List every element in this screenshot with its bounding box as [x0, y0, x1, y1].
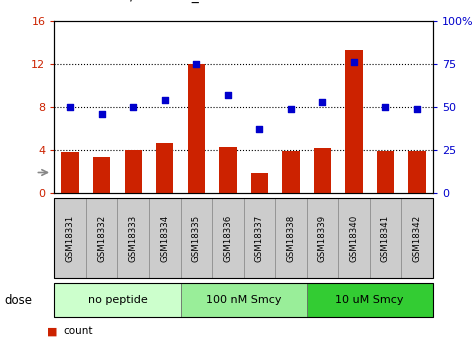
- Bar: [275, 198, 307, 278]
- Bar: [149, 198, 181, 278]
- Bar: [251, 173, 268, 193]
- Bar: [244, 198, 275, 278]
- Text: no peptide: no peptide: [88, 295, 147, 305]
- Point: [413, 106, 421, 111]
- Bar: [93, 157, 110, 193]
- Text: 100 nM Smcy: 100 nM Smcy: [206, 295, 281, 305]
- Bar: [54, 198, 86, 278]
- Text: GSM18336: GSM18336: [223, 215, 232, 262]
- Text: dose: dose: [5, 294, 33, 307]
- Point: [66, 104, 74, 110]
- Bar: [61, 152, 79, 193]
- Text: GSM18335: GSM18335: [192, 215, 201, 262]
- Text: GSM18333: GSM18333: [129, 215, 138, 262]
- Bar: [314, 148, 331, 193]
- Text: GSM18334: GSM18334: [160, 215, 169, 262]
- Bar: [54, 283, 181, 317]
- Point: [350, 59, 358, 65]
- Bar: [307, 198, 338, 278]
- Bar: [370, 198, 401, 278]
- Text: GSM18338: GSM18338: [286, 215, 296, 262]
- Text: count: count: [64, 326, 93, 336]
- Bar: [86, 198, 117, 278]
- Text: GSM18331: GSM18331: [66, 215, 75, 262]
- Bar: [408, 151, 426, 193]
- Text: GSM18339: GSM18339: [318, 215, 327, 262]
- Text: GSM18342: GSM18342: [412, 215, 421, 262]
- Point: [382, 104, 389, 110]
- Bar: [188, 64, 205, 193]
- Bar: [124, 150, 142, 193]
- Bar: [212, 198, 244, 278]
- Text: GSM18341: GSM18341: [381, 215, 390, 262]
- Text: GSM18340: GSM18340: [350, 215, 359, 262]
- Text: GDS658 / 102770_at: GDS658 / 102770_at: [69, 0, 212, 3]
- Bar: [377, 151, 394, 193]
- Bar: [117, 198, 149, 278]
- Text: 10 uM Smcy: 10 uM Smcy: [335, 295, 404, 305]
- Text: GSM18332: GSM18332: [97, 215, 106, 262]
- Point: [287, 106, 295, 111]
- Bar: [338, 198, 370, 278]
- Bar: [181, 283, 307, 317]
- Text: GSM18337: GSM18337: [255, 215, 264, 262]
- Bar: [282, 151, 299, 193]
- Bar: [401, 198, 433, 278]
- Bar: [181, 198, 212, 278]
- Point: [98, 111, 105, 117]
- Bar: [156, 142, 174, 193]
- Point: [319, 99, 326, 105]
- Point: [224, 92, 232, 98]
- Bar: [219, 147, 236, 193]
- Text: ■: ■: [47, 326, 58, 336]
- Point: [161, 97, 168, 103]
- Bar: [307, 283, 433, 317]
- Point: [255, 127, 263, 132]
- Point: [193, 61, 200, 67]
- Point: [130, 104, 137, 110]
- Bar: [345, 50, 363, 193]
